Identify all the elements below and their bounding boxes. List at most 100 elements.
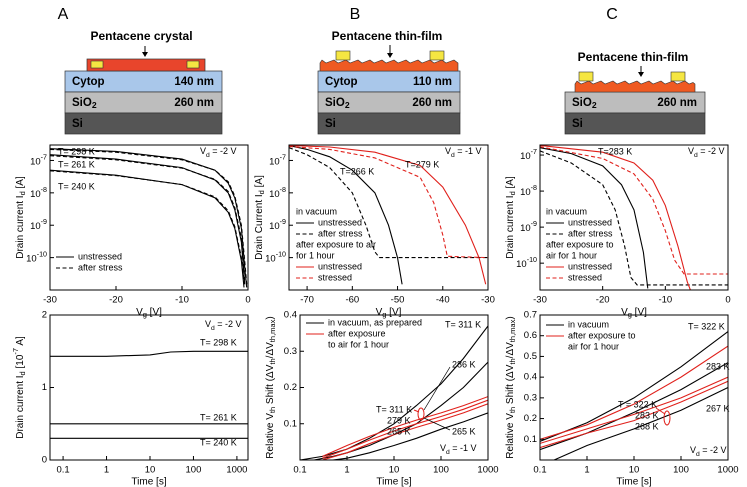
annotation: T= 240 K <box>200 437 237 447</box>
text-part: SiO <box>72 97 92 109</box>
text-part: /ΔV <box>505 342 516 358</box>
layer-name: Cytop <box>325 76 358 88</box>
text-part: d <box>257 190 266 194</box>
x-tick-label: -50 <box>391 295 405 306</box>
text-part: g <box>382 310 386 319</box>
legend-label: stressed <box>318 272 352 282</box>
text-part: Drain Current I <box>254 194 265 260</box>
text-part: Shift (ΔV <box>265 364 276 407</box>
y-tick-label: 10-8 <box>269 186 286 200</box>
annotation: 286 K <box>452 359 476 369</box>
x-tick-label: 10 <box>145 465 156 476</box>
text-part: = -2 V <box>215 319 242 329</box>
text-part: d <box>508 191 517 195</box>
annotation: 283 K <box>706 361 730 371</box>
panel-letter: C <box>606 6 618 23</box>
y-tick-label: 0.1 <box>524 434 537 445</box>
text-part: V <box>440 443 446 453</box>
text-part: -7 <box>280 153 286 161</box>
annotation: T=279 K <box>405 159 439 169</box>
y-axis-label: Drain current Id [A] <box>15 176 27 259</box>
curve <box>289 145 488 259</box>
y-tick-label: 10-9 <box>269 218 286 232</box>
text-part: d <box>451 152 455 159</box>
text-part: 10 <box>269 188 280 199</box>
contact <box>578 71 594 82</box>
contact <box>90 60 104 69</box>
x-tick-label: 1000 <box>226 465 247 476</box>
text-part: Drain current I <box>15 195 26 258</box>
leader <box>423 417 451 431</box>
marker-ellipse <box>663 410 671 426</box>
text-part: -9 <box>531 220 537 228</box>
y-tick-label: 10-10 <box>516 256 537 270</box>
x-tick-label: 0.1 <box>533 465 546 476</box>
text-part: -10 <box>527 256 537 264</box>
layer-thickness: 110 nm <box>413 76 452 88</box>
x-tick-label: -10 <box>658 295 672 306</box>
x-axis-label: Vg [V] <box>621 307 647 319</box>
legend-label: after stress <box>568 228 613 238</box>
curve <box>322 399 488 459</box>
x-tick-label: -20 <box>596 295 610 306</box>
annotation: T= 261 K <box>58 159 95 169</box>
text-part: 10 <box>30 188 41 199</box>
y-tick-label: 0.7 <box>524 310 537 321</box>
annotation: 267 K <box>706 403 730 413</box>
annotation: 268 K <box>635 421 659 431</box>
layer-name: SiO2 <box>325 97 350 110</box>
thin-film <box>574 80 696 93</box>
text-part: 10 <box>265 253 276 264</box>
y-tick-label: 0.6 <box>524 330 537 341</box>
text-part: th,max <box>268 319 277 342</box>
legend-label: air for 1 hour <box>568 341 619 351</box>
y-axis-label: Relative Vth Shift (ΔVth/ΔVth,max) <box>265 316 277 458</box>
y-tick-label: 0.1 <box>284 418 297 429</box>
curve <box>50 154 246 285</box>
curve <box>540 380 728 449</box>
layer <box>564 112 706 135</box>
leader <box>423 366 451 411</box>
text-part: V <box>690 445 696 455</box>
annotation: Vd = -2 V <box>690 445 727 457</box>
x-tick-label: -40 <box>436 295 450 306</box>
text-part: Shift (ΔV <box>505 364 516 407</box>
x-tick-label: 1 <box>344 465 349 476</box>
annotation: T= 261 K <box>200 412 237 422</box>
diagram-caption: Pentacene thin-film <box>578 50 689 64</box>
arrow-head <box>387 53 393 58</box>
y-tick-label: 10-10 <box>265 250 286 264</box>
y-tick-label: 1 <box>42 382 47 393</box>
text-part: -9 <box>280 218 286 226</box>
y-tick-label: 10-9 <box>520 220 537 234</box>
text-part: = -2 V <box>210 146 237 156</box>
text-part: V <box>200 146 206 156</box>
legend-label: after exposure to <box>568 330 636 340</box>
curve <box>50 170 245 285</box>
text-part: d <box>446 449 450 456</box>
legend-heading: in vacuum <box>296 206 337 216</box>
layer-name: Si <box>572 118 583 130</box>
plot-frame <box>539 144 729 291</box>
x-tick-label: 100 <box>673 465 689 476</box>
y-tick-label: 10-7 <box>30 153 47 167</box>
text-part: V <box>205 319 211 329</box>
text-part: A] <box>15 336 26 348</box>
x-tick-label: 1000 <box>477 465 498 476</box>
text-part: d <box>18 191 27 195</box>
arrow-head <box>142 52 148 57</box>
y-axis-label: Relative Vth Shift (ΔVth/ΔVth,max) <box>505 316 517 458</box>
curve <box>540 145 691 290</box>
text-part: -8 <box>280 186 286 194</box>
legend-label: stressed <box>568 272 602 282</box>
y-tick-label: 0.5 <box>524 351 537 362</box>
layer-thickness: 140 nm <box>174 76 214 88</box>
layer-name: SiO2 <box>572 97 597 110</box>
text-part: Relative V <box>265 413 276 459</box>
y-tick-label: 0.4 <box>524 372 537 383</box>
text-part: g <box>143 310 147 319</box>
contact <box>670 71 686 82</box>
annotation: Vd = -1 V <box>440 443 477 455</box>
annotation: T= 311 K <box>376 404 412 414</box>
x-tick-label: -10 <box>175 295 189 306</box>
